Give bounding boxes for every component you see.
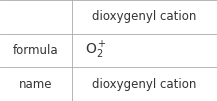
Text: formula: formula [13, 44, 59, 57]
Text: dioxygenyl cation: dioxygenyl cation [92, 10, 196, 23]
Text: dioxygenyl cation: dioxygenyl cation [92, 78, 196, 91]
Text: $\mathregular{O_2^+}$: $\mathregular{O_2^+}$ [85, 40, 107, 61]
Text: name: name [19, 78, 53, 91]
